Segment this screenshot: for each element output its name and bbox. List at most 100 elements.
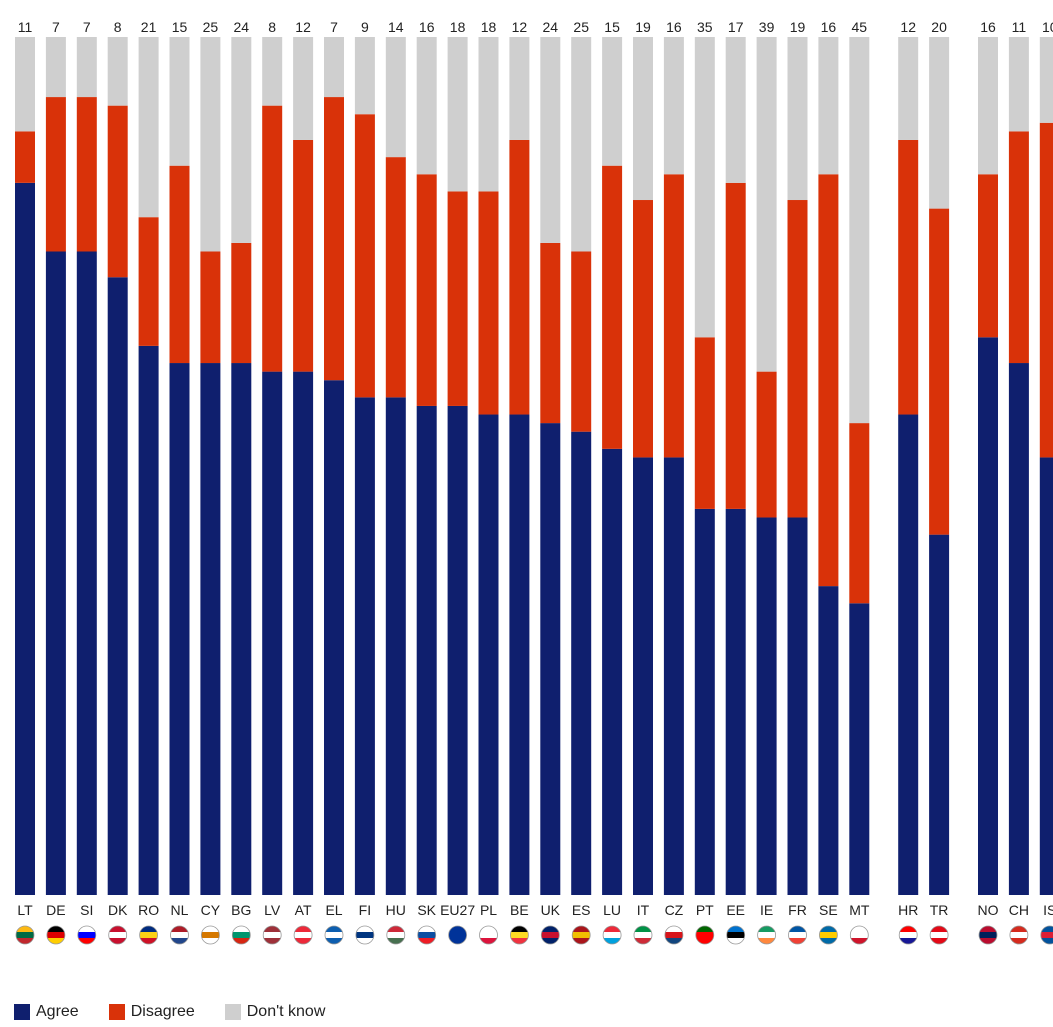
bar-lv-don-t-know [262,37,283,106]
bar-fr-don-t-know [787,37,808,201]
flag-border-eu27 [448,925,468,945]
flag-border-ee [726,925,746,945]
category-label-es: ES [572,902,591,918]
bar-ro-agree [138,345,159,895]
flag-border-nl [170,925,189,945]
bar-cz-disagree [663,174,684,458]
flag-border-es [571,925,591,945]
flag-border-lu [602,925,622,945]
category-label-at: AT [295,902,312,918]
flag-border-hr [898,925,918,945]
value-label-cy-don-t-know: 25 [203,19,219,35]
flag-border-lv [262,925,282,945]
bar-fr-disagree [787,200,808,518]
flag-border-be [510,925,529,945]
category-label-lv: LV [264,902,281,918]
legend-label-dont-know: Don't know [246,1003,326,1020]
flag-icon-si [77,926,96,944]
flag-icon-uk [541,926,560,944]
category-label-sk: SK [417,902,436,918]
value-label-is-don-t-know: 10 [1042,19,1053,35]
value-label-ee-don-t-know: 17 [728,19,744,35]
value-label-de-don-t-know: 7 [52,19,60,35]
flag-border-ie [757,925,776,945]
bar-tr-agree [929,534,950,895]
value-label-tr-don-t-know: 20 [931,19,947,35]
category-label-lt: LT [17,902,33,918]
category-label-cy: CY [201,902,221,918]
bar-no-disagree [978,174,998,338]
bar-hr-don-t-know [898,37,919,140]
category-label-mt: MT [849,902,870,918]
flag-border-tr [929,925,949,945]
bar-mt-disagree [849,423,870,604]
bar-ee-disagree [725,182,746,509]
category-label-de: DE [46,902,65,918]
flag-border-ro [139,925,159,945]
bar-de-disagree [45,97,66,252]
bar-pt-agree [694,508,715,895]
value-label-it-don-t-know: 19 [635,19,651,35]
category-label-ro: RO [138,902,159,918]
category-label-nl: NL [171,902,189,918]
value-label-fr-don-t-know: 19 [790,19,806,35]
category-label-ee: EE [726,902,745,918]
flag-border-se [819,925,838,945]
flag-border-el [324,925,344,945]
bar-pt-disagree [694,337,715,509]
bar-uk-agree [540,423,561,895]
bar-lt-disagree [15,131,35,183]
bar-ee-don-t-know [725,37,746,183]
legend-label-agree: Agree [36,1003,79,1020]
flag-icon-hu [386,926,405,944]
value-label-eu27-don-t-know: 18 [450,19,466,35]
bar-hu-agree [385,397,406,895]
bar-pt-don-t-know [694,37,715,338]
bar-ie-don-t-know [756,37,777,372]
bar-cz-agree [663,457,684,895]
category-label-lu: LU [603,902,621,918]
category-label-uk: UK [541,902,561,918]
category-label-dk: DK [108,902,128,918]
bar-de-don-t-know [45,37,66,98]
bar-is-don-t-know [1039,37,1053,123]
category-label-is: IS [1043,902,1053,918]
bar-eu27-don-t-know [447,37,468,192]
bar-ch-agree [1008,363,1029,895]
category-label-pt: PT [696,902,714,918]
flag-icon-fi [355,926,374,944]
bar-be-disagree [509,139,530,415]
bar-el-disagree [324,97,344,381]
flag-icon-dk [108,926,127,944]
flag-icon-lt [16,926,34,944]
flag-icon-de [46,926,65,944]
bar-fi-don-t-know [354,37,375,115]
chart-legend: Agree Disagree Don't know [14,1003,325,1021]
bar-dk-disagree [107,105,128,278]
value-label-ro-don-t-know: 21 [141,19,157,35]
flag-icon-tr [930,926,949,944]
bar-de-agree [45,251,66,895]
flag-icon-ch [1009,926,1028,944]
bar-es-disagree [571,251,592,432]
flag-icon-cz [664,926,683,944]
bar-nl-don-t-know [169,37,190,166]
value-label-lv-don-t-know: 8 [268,19,276,35]
value-label-at-don-t-know: 12 [295,19,311,35]
bar-se-disagree [818,174,839,587]
value-label-si-don-t-know: 7 [83,19,91,35]
bar-ro-disagree [138,217,159,346]
flag-icon-is [1040,926,1053,944]
legend-swatch-dont-know [224,1004,241,1020]
flag-icon-it [634,926,652,944]
bar-be-don-t-know [509,37,530,140]
bar-lv-disagree [262,105,283,372]
category-label-hu: HU [386,902,406,918]
bar-fr-agree [787,517,808,895]
bar-cy-don-t-know [200,37,221,252]
value-label-no-don-t-know: 16 [980,19,996,35]
bar-mt-don-t-know [849,37,870,424]
category-label-el: EL [325,902,342,918]
legend-swatch-agree [14,1004,30,1020]
flag-icon-hr [899,926,918,944]
